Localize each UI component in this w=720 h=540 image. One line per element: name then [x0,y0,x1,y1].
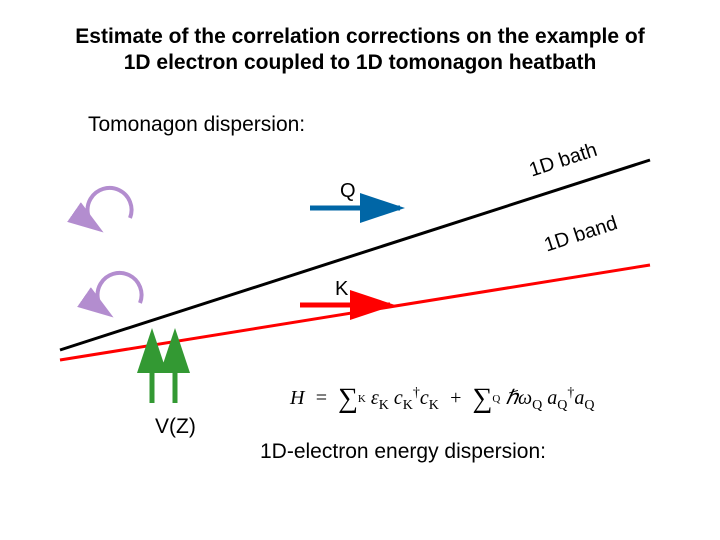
dispersion-diagram: 1D bath 1D band Q K [0,150,720,410]
title-line-1: Estimate of the correlation corrections … [75,25,644,48]
curl-arrow-2 [98,273,142,313]
footer-label: 1D-electron energy dispersion: [260,440,546,464]
diagram-svg [0,150,720,410]
title-line-2: 1D electron coupled to 1D tomonagon heat… [124,51,597,74]
q-label: Q [340,180,356,203]
subheading: Tomonagon dispersion: [88,113,305,137]
curl-arrow-1 [88,188,132,228]
vz-label: V(Z) [155,415,196,439]
hamiltonian-formula: H = ∑K εK cK†cK + ∑Q ℏωQ aQ†aQ [290,385,595,414]
k-label: K [335,278,348,301]
band-line [60,265,650,360]
slide-title: Estimate of the correlation corrections … [0,24,720,77]
